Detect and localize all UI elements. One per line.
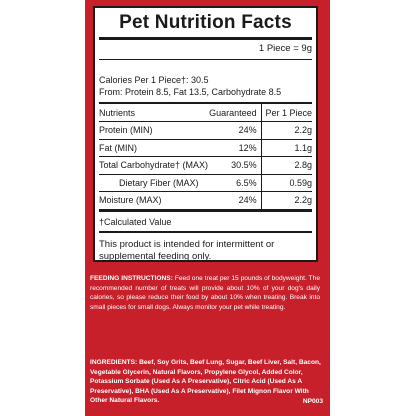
nutrient-per-piece: 1.1g [260, 139, 312, 157]
product-label: Pet Nutrition Facts 1 Piece = 9g Calorie… [85, 0, 330, 416]
ingredients-heading: INGREDIENTS: [90, 359, 138, 366]
table-row: Moisture (MAX) 24% 2.2g [99, 191, 312, 209]
title-divider [99, 37, 312, 40]
nutrient-guaranteed: 24% [238, 125, 257, 136]
table-header-row: Nutrients Guaranteed Per 1 Piece [99, 104, 312, 122]
calculated-note: †Calculated Value [99, 216, 172, 227]
table-row: Total Carbohydrate† (MAX) 30.5% 2.8g [99, 156, 312, 174]
nutrient-guaranteed: 6.5% [236, 177, 257, 188]
nutrient-name: Protein (MIN) [99, 125, 153, 136]
nutrition-facts-panel: Pet Nutrition Facts 1 Piece = 9g Calorie… [93, 6, 318, 262]
table-row: Dietary Fiber (MAX) 6.5% 0.59g [99, 174, 312, 192]
nutrient-name: Dietary Fiber (MAX) [119, 177, 199, 188]
feeding-text: Feed one treat per 15 pounds of bodyweig… [90, 275, 320, 311]
note-divider [99, 230, 312, 233]
nutrient-table: Nutrients Guaranteed Per 1 Piece Protein… [99, 104, 312, 209]
nutrient-name: Moisture (MAX) [99, 195, 162, 206]
nutrient-name: Total Carbohydrate† (MAX) [99, 160, 209, 171]
serving-divider [99, 59, 312, 60]
table-bottom-divider [99, 208, 312, 212]
nutrient-guaranteed: 24% [238, 195, 257, 206]
intended-use-note: This product is intended for intermitten… [99, 238, 275, 262]
calories-line: Calories Per 1 Piece†: 30.5 [99, 75, 209, 85]
calories-from-line: From: Protein 8.5, Fat 13.5, Carbohydrat… [99, 87, 282, 97]
feeding-heading: FEEDING INSTRUCTIONS: [90, 275, 173, 282]
product-code: NP003 [302, 398, 323, 405]
nutrient-per-piece: 2.2g [260, 191, 312, 209]
header-nutrients: Nutrients [99, 107, 136, 118]
table-row: Fat (MIN) 12% 1.1g [99, 139, 312, 157]
nutrient-guaranteed: 12% [238, 142, 257, 153]
header-guaranteed: Guaranteed [209, 107, 257, 118]
ingredients-text: Beef, Soy Grits, Beef Lung, Sugar, Beef … [90, 359, 321, 404]
nutrient-per-piece: 2.8g [260, 156, 312, 174]
header-per-piece: Per 1 Piece [260, 104, 312, 122]
nutrient-name: Fat (MIN) [99, 142, 137, 153]
feeding-instructions: FEEDING INSTRUCTIONS: Feed one treat per… [90, 274, 320, 312]
nutrient-per-piece: 0.59g [260, 174, 312, 192]
serving-size: 1 Piece = 9g [258, 43, 312, 54]
nutrient-guaranteed: 30.5% [231, 160, 257, 171]
ingredients-list: INGREDIENTS: Beef, Soy Grits, Beef Lung,… [90, 358, 323, 406]
calories-divider [99, 102, 312, 104]
panel-title: Pet Nutrition Facts [119, 12, 292, 33]
table-row: Protein (MIN) 24% 2.2g [99, 121, 312, 139]
nutrient-per-piece: 2.2g [260, 121, 312, 139]
